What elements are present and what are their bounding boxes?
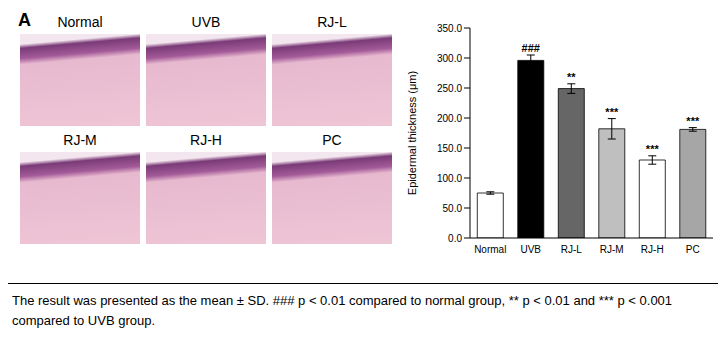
svg-text:***: *** (646, 143, 660, 155)
svg-text:Normal: Normal (474, 244, 506, 255)
svg-text:###: ### (522, 42, 540, 54)
html-text:The result was presented as th: The result was presented as the mean ± S… (12, 293, 673, 328)
svg-text:0.0: 0.0 (448, 233, 462, 244)
svg-text:**: ** (567, 71, 576, 83)
svg-text:Epidermal thickness (μm): Epidermal thickness (μm) (406, 71, 418, 195)
html-text:A: A (18, 10, 31, 30)
html-text:RJ-H: RJ-H (190, 132, 222, 148)
svg-text:200.0: 200.0 (437, 113, 462, 124)
svg-text:350.0: 350.0 (437, 23, 462, 34)
svg-text:100.0: 100.0 (437, 173, 462, 184)
svg-text:300.0: 300.0 (437, 53, 462, 64)
svg-text:250.0: 250.0 (437, 83, 462, 94)
svg-text:***: *** (605, 106, 619, 118)
html-text:RJ-L: RJ-L (317, 14, 347, 30)
html-text:RJ-M: RJ-M (63, 132, 97, 148)
svg-text:50.0: 50.0 (443, 203, 463, 214)
svg-text:150.0: 150.0 (437, 143, 462, 154)
svg-text:PC: PC (686, 244, 700, 255)
svg-text:RJ-L: RJ-L (561, 244, 583, 255)
svg-text:RJ-M: RJ-M (600, 244, 624, 255)
html-text:PC: PC (322, 132, 342, 148)
svg-text:RJ-H: RJ-H (641, 244, 664, 255)
svg-text:UVB: UVB (520, 244, 541, 255)
html-text:UVB: UVB (191, 14, 221, 30)
html-text:Normal: Normal (57, 14, 103, 30)
svg-text:***: *** (686, 115, 700, 127)
